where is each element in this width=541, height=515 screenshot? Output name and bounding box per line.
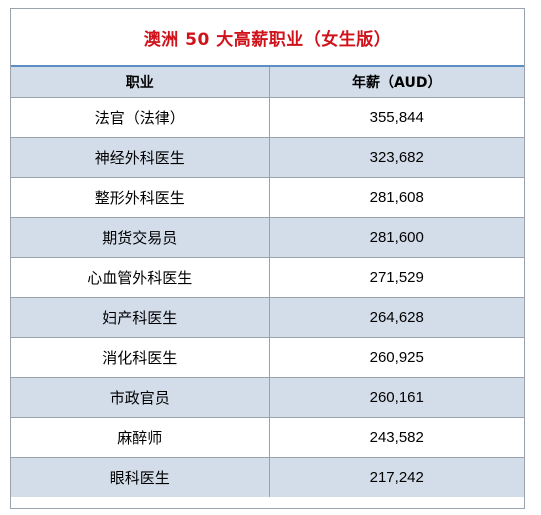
table-row: 消化科医生 260,925 bbox=[11, 337, 524, 378]
column-header-job: 职业 bbox=[11, 67, 270, 98]
table-row: 神经外科医生 323,682 bbox=[11, 137, 524, 178]
job-cell: 整形外科医生 bbox=[11, 177, 270, 218]
salary-table-card: 澳洲 50 大高薪职业（女生版） 职业 年薪（AUD） 法官（法律） 355,8… bbox=[10, 8, 525, 509]
table-row: 期货交易员 281,600 bbox=[11, 217, 524, 258]
table-row: 整形外科医生 281,608 bbox=[11, 177, 524, 218]
job-cell: 市政官员 bbox=[11, 377, 270, 418]
job-cell: 眼科医生 bbox=[11, 457, 270, 497]
job-cell: 心血管外科医生 bbox=[11, 257, 270, 298]
salary-cell: 281,608 bbox=[269, 177, 524, 218]
job-cell: 法官（法律） bbox=[11, 97, 270, 138]
job-cell: 妇产科医生 bbox=[11, 297, 270, 338]
salary-cell: 260,161 bbox=[269, 377, 524, 418]
column-header-salary: 年薪（AUD） bbox=[269, 67, 524, 98]
salary-cell: 217,242 bbox=[269, 457, 524, 497]
table-header-row: 职业 年薪（AUD） bbox=[11, 67, 524, 98]
salary-cell: 243,582 bbox=[269, 417, 524, 458]
table-title: 澳洲 50 大高薪职业（女生版） bbox=[11, 9, 524, 67]
job-cell: 麻醉师 bbox=[11, 417, 270, 458]
table-row: 心血管外科医生 271,529 bbox=[11, 257, 524, 298]
job-cell: 神经外科医生 bbox=[11, 137, 270, 178]
salary-cell: 264,628 bbox=[269, 297, 524, 338]
salary-table: 职业 年薪（AUD） 法官（法律） 355,844 神经外科医生 323,682… bbox=[11, 67, 524, 497]
salary-cell: 355,844 bbox=[269, 97, 524, 138]
table-row: 麻醉师 243,582 bbox=[11, 417, 524, 458]
table-row: 妇产科医生 264,628 bbox=[11, 297, 524, 338]
salary-cell: 271,529 bbox=[269, 257, 524, 298]
table-row: 眼科医生 217,242 bbox=[11, 457, 524, 497]
table-row: 市政官员 260,161 bbox=[11, 377, 524, 418]
job-cell: 期货交易员 bbox=[11, 217, 270, 258]
salary-cell: 260,925 bbox=[269, 337, 524, 378]
job-cell: 消化科医生 bbox=[11, 337, 270, 378]
salary-cell: 281,600 bbox=[269, 217, 524, 258]
salary-cell: 323,682 bbox=[269, 137, 524, 178]
table-row: 法官（法律） 355,844 bbox=[11, 97, 524, 138]
